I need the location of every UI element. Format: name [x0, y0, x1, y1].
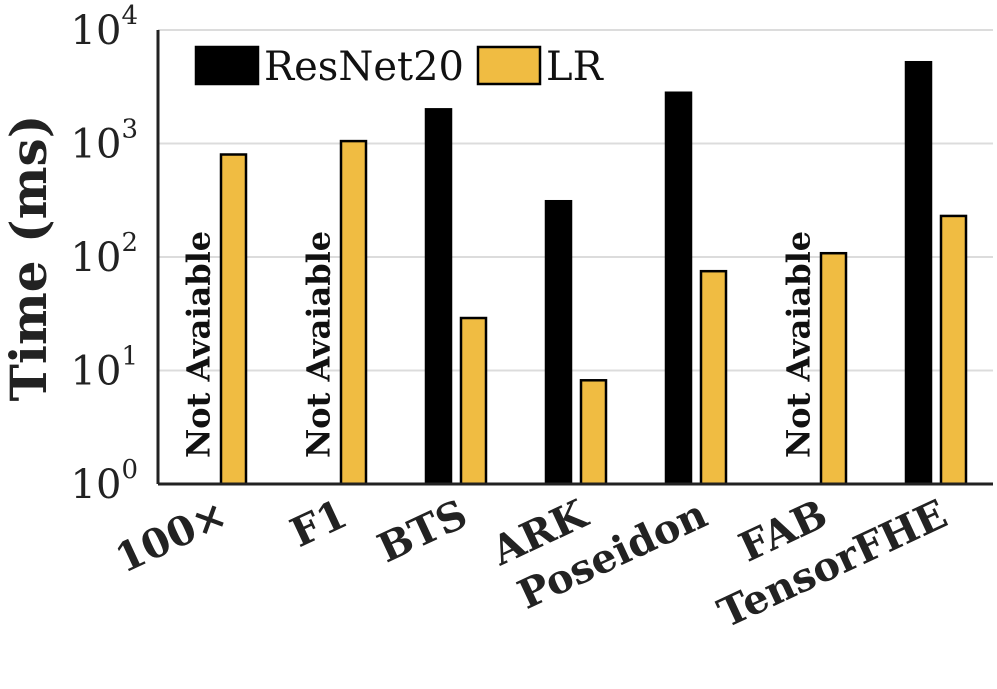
legend-label-lr: LR	[546, 44, 605, 90]
y-tick-label: 102	[71, 228, 138, 281]
y-tick-base: 10	[71, 8, 122, 54]
y-tick-exponent: 2	[121, 228, 138, 258]
y-tick-base: 10	[71, 349, 122, 395]
bar-lr	[459, 316, 488, 486]
y-axis-label: Time (ms)	[0, 115, 58, 402]
grid-lines	[158, 29, 993, 372]
y-tick-base: 10	[71, 235, 122, 281]
axes	[156, 30, 993, 486]
y-tick-label: 104	[71, 1, 138, 54]
y-tick-exponent: 3	[121, 115, 138, 145]
legend: ResNet20 LR	[194, 44, 605, 90]
y-tick-label: 100	[71, 455, 138, 508]
missing-value-label: Not Avaiable	[300, 231, 338, 458]
y-tick-base: 10	[71, 122, 122, 168]
x-tick-label: F1	[283, 490, 354, 556]
y-tick-exponent: 4	[121, 1, 138, 31]
missing-value-label: Not Avaiable	[780, 231, 818, 458]
bar-resnet20	[544, 199, 573, 486]
legend-swatch-lr	[476, 45, 542, 86]
y-tick-base: 10	[71, 462, 122, 508]
bar-resnet20	[664, 91, 693, 486]
bar-lr	[339, 139, 368, 486]
legend-label-resnet20: ResNet20	[264, 44, 464, 90]
bar-lr	[579, 379, 608, 486]
y-tick-exponent: 1	[121, 342, 138, 372]
missing-value-labels: Not Avaiable Not Avaiable Not Avaiable	[180, 231, 818, 458]
y-tick-label: 103	[71, 115, 138, 168]
bar-resnet20	[424, 108, 453, 486]
bar-lr	[939, 214, 968, 486]
bar-lr	[819, 251, 848, 486]
x-tick-label: BTS	[371, 490, 475, 572]
missing-value-label: Not Avaiable	[180, 231, 218, 458]
y-tick-exponent: 0	[121, 455, 138, 485]
y-tick-label: 101	[71, 342, 138, 395]
bar-resnet20	[904, 60, 933, 486]
bar-lr	[699, 269, 728, 486]
legend-swatch-resnet20	[194, 45, 260, 86]
bar-lr	[219, 153, 248, 486]
x-tick-label: 100×	[108, 490, 234, 582]
